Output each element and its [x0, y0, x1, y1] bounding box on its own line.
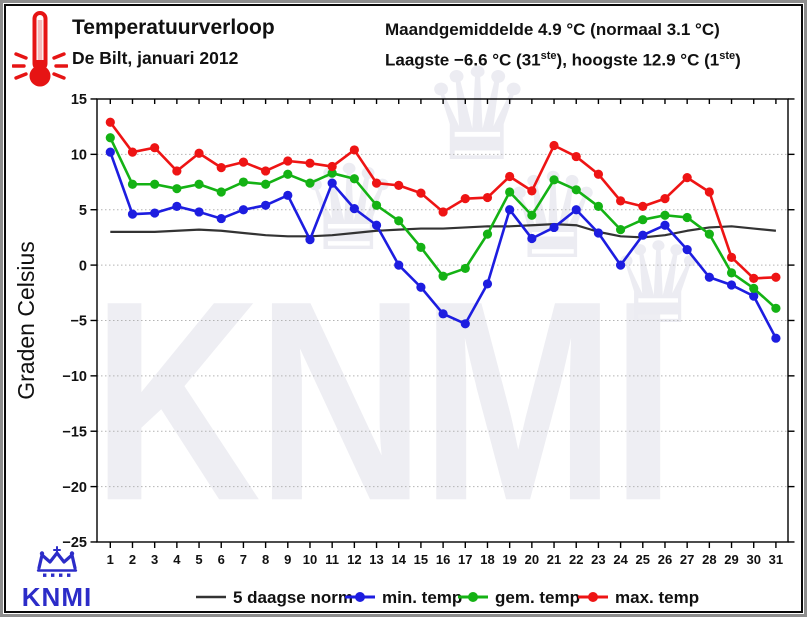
axis-box: [90, 98, 795, 548]
svg-text:20: 20: [525, 552, 539, 567]
svg-text:18: 18: [480, 552, 494, 567]
svg-text:8: 8: [262, 552, 269, 567]
svg-text:−25: −25: [62, 535, 87, 551]
svg-text:2: 2: [129, 552, 136, 567]
legend-item-daagse-norm: 5 daagse norm: [196, 588, 353, 607]
chart-legend: 5 daagse norm min. temp gem. temp max. temp: [196, 588, 699, 607]
svg-text:28: 28: [702, 552, 716, 567]
series-min-temp: [105, 147, 781, 343]
svg-text:11: 11: [325, 552, 339, 567]
svg-text:10: 10: [71, 148, 87, 164]
svg-text:16: 16: [436, 552, 450, 567]
watermark-crown-icon: ♛: [296, 143, 402, 275]
svg-text:26: 26: [658, 552, 672, 567]
svg-text:9: 9: [284, 552, 291, 567]
svg-text:5: 5: [79, 203, 87, 219]
x-axis-labels: 1 2 3 4 5 6 7 8 9 10 11 12 13 14 15 16 17 18 19 20 21 22 23 24 2…: [107, 552, 783, 567]
svg-text:15: 15: [414, 552, 428, 567]
svg-text:max. temp: max. temp: [615, 588, 699, 607]
legend-item-min-temp: min. temp: [345, 588, 462, 607]
page-subtitle: De Bilt, januari 2012: [72, 48, 239, 68]
svg-text:1: 1: [107, 552, 114, 567]
y-axis-title: Graden Celsius: [13, 241, 39, 400]
page-title: Temperatuurverloop: [72, 16, 275, 39]
series-gem-temp: [105, 133, 781, 313]
stat-text: Laagste −6.6 °C (31: [385, 50, 541, 70]
svg-text:21: 21: [547, 552, 561, 567]
svg-text:15: 15: [71, 92, 87, 108]
svg-text:23: 23: [591, 552, 605, 567]
svg-text:30: 30: [746, 552, 760, 567]
stat-superscript: ste: [719, 50, 736, 62]
knmi-logo: KNMI: [14, 546, 100, 612]
svg-text:5: 5: [195, 552, 202, 567]
svg-text:6: 6: [218, 552, 225, 567]
svg-text:29: 29: [724, 552, 738, 567]
svg-text:13: 13: [369, 552, 383, 567]
svg-text:14: 14: [391, 552, 406, 567]
svg-text:17: 17: [458, 552, 472, 567]
svg-text:0: 0: [79, 258, 87, 274]
thermometer-icon: [12, 11, 68, 87]
stat-superscript: ste: [540, 50, 557, 62]
svg-text:3: 3: [151, 552, 158, 567]
svg-text:12: 12: [347, 552, 361, 567]
svg-text:7: 7: [240, 552, 247, 567]
svg-text:gem. temp: gem. temp: [495, 588, 580, 607]
svg-text:19: 19: [502, 552, 516, 567]
svg-text:−20: −20: [62, 480, 87, 496]
watermark-crown-icon: ♛: [420, 44, 535, 187]
svg-text:4: 4: [173, 552, 181, 567]
svg-text:10: 10: [303, 552, 317, 567]
svg-text:5 daagse norm: 5 daagse norm: [233, 588, 353, 607]
gridlines: [97, 153, 788, 488]
legend-item-gem-temp: gem. temp: [458, 588, 580, 607]
legend-item-max-temp: max. temp: [578, 588, 699, 607]
stat-text: ), hoogste 12.9 °C (1: [556, 50, 720, 70]
series-daagse-norm: [110, 223, 777, 239]
svg-text:min. temp: min. temp: [382, 588, 462, 607]
series-max-temp: [105, 117, 781, 283]
svg-text:24: 24: [613, 552, 628, 567]
knmi-crown-icon: [36, 546, 78, 577]
y-axis-labels: 15 10 5 0 −5 −10 −15 −20 −25: [62, 92, 87, 551]
stat-text: ): [735, 50, 741, 70]
svg-text:31: 31: [769, 552, 783, 567]
svg-text:25: 25: [636, 552, 650, 567]
svg-text:27: 27: [680, 552, 694, 567]
svg-text:−5: −5: [70, 314, 87, 330]
monthly-mean-stat: Maandgemiddelde 4.9 °C (normaal 3.1 °C): [385, 20, 720, 39]
watermark-knmi-text: KNMI: [92, 240, 676, 561]
svg-text:−15: −15: [62, 424, 87, 440]
svg-text:−10: −10: [62, 369, 87, 385]
knmi-logo-text: KNMI: [21, 582, 93, 612]
min-max-stat: Laagste −6.6 °C (31ste), hoogste 12.9 °C…: [385, 50, 741, 71]
svg-text:22: 22: [569, 552, 583, 567]
